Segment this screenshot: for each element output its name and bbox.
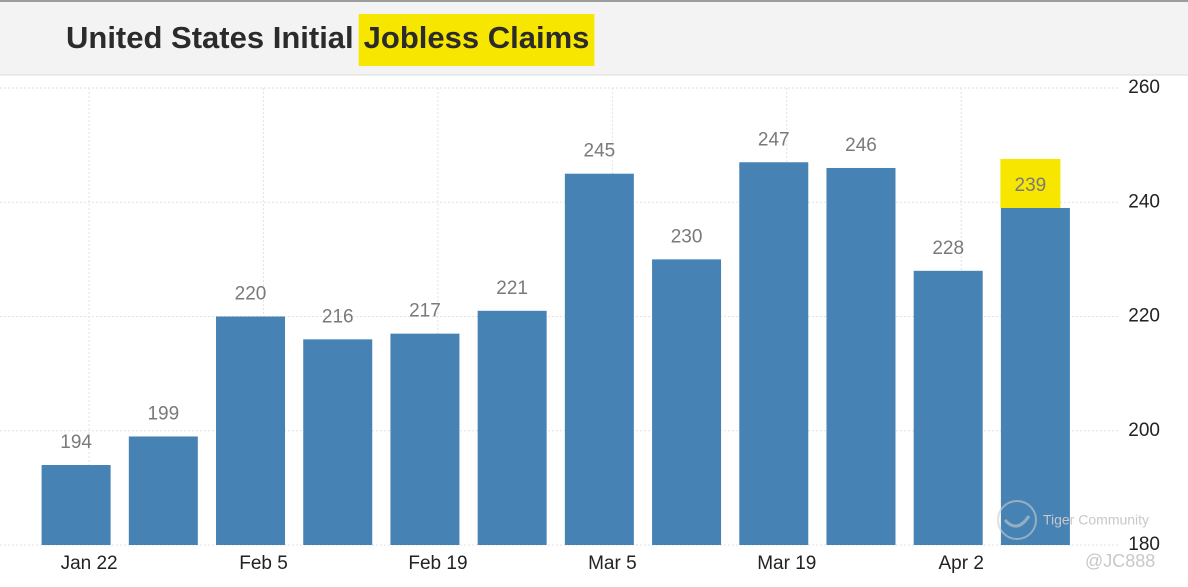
value-label: 245 xyxy=(584,141,616,162)
bar xyxy=(303,339,373,545)
y-tick-label: 180 xyxy=(1128,534,1160,555)
y-tick-label: 220 xyxy=(1128,306,1160,327)
value-label: 194 xyxy=(60,432,92,453)
value-label: 247 xyxy=(758,129,790,150)
title-highlight-box xyxy=(358,14,595,66)
value-label: 217 xyxy=(409,301,441,322)
y-tick-label: 260 xyxy=(1128,77,1160,98)
bar xyxy=(826,167,896,545)
value-label: 199 xyxy=(147,403,179,424)
value-label: 216 xyxy=(322,306,354,327)
value-label: 230 xyxy=(671,226,703,247)
x-tick-label: Feb 19 xyxy=(408,553,467,574)
bar xyxy=(652,259,722,545)
bar xyxy=(128,436,198,545)
value-label: 228 xyxy=(932,238,964,259)
value-label-highlight xyxy=(1000,158,1061,208)
value-label: 221 xyxy=(496,278,528,299)
x-tick-label: Mar 19 xyxy=(757,553,816,574)
bar xyxy=(739,162,809,545)
x-tick-label: Feb 5 xyxy=(239,553,288,574)
chart-title-highlight: Jobless Claims xyxy=(364,20,590,55)
bar xyxy=(477,310,547,545)
x-tick-label: Mar 5 xyxy=(588,553,637,574)
x-tick-label: Apr 2 xyxy=(938,553,983,574)
bar xyxy=(1000,207,1070,545)
chart-title: United States Initial xyxy=(66,20,354,55)
x-tick-label: Jan 22 xyxy=(61,553,118,574)
bar xyxy=(41,465,111,545)
watermark-logo xyxy=(997,500,1037,540)
value-label: 246 xyxy=(845,135,877,156)
value-label: 220 xyxy=(235,284,267,305)
credit: @JC888 xyxy=(1085,551,1155,571)
y-tick-label: 200 xyxy=(1128,420,1160,441)
y-tick-label: 240 xyxy=(1128,191,1160,212)
bar xyxy=(216,316,286,545)
bar xyxy=(390,333,460,545)
bar xyxy=(564,173,634,545)
value-label: 239 xyxy=(1015,175,1047,196)
watermark: Tiger Community xyxy=(1043,512,1149,528)
bar xyxy=(913,270,983,545)
